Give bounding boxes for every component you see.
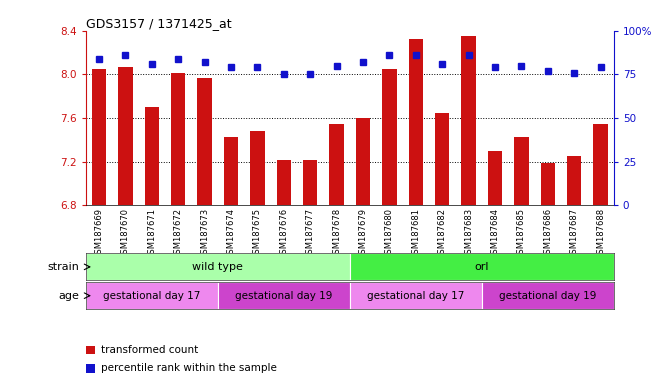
Bar xyxy=(303,160,317,205)
Bar xyxy=(382,69,397,205)
Bar xyxy=(409,40,423,205)
Bar xyxy=(277,160,291,205)
Text: orl: orl xyxy=(475,262,489,272)
Bar xyxy=(92,69,106,205)
Bar xyxy=(461,36,476,205)
Bar xyxy=(218,282,350,309)
Bar xyxy=(593,124,608,205)
Bar xyxy=(86,364,95,372)
Bar xyxy=(86,253,350,280)
Text: age: age xyxy=(58,291,79,301)
Bar xyxy=(145,107,159,205)
Bar xyxy=(250,131,265,205)
Bar xyxy=(567,156,581,205)
Bar xyxy=(329,124,344,205)
Bar xyxy=(86,282,218,309)
Bar xyxy=(118,67,133,205)
Bar xyxy=(435,113,449,205)
Text: gestational day 19: gestational day 19 xyxy=(235,291,333,301)
Bar xyxy=(350,253,614,280)
Text: wild type: wild type xyxy=(192,262,244,272)
Bar xyxy=(350,282,482,309)
Text: transformed count: transformed count xyxy=(100,345,198,355)
Bar xyxy=(541,163,555,205)
Text: percentile rank within the sample: percentile rank within the sample xyxy=(100,363,277,373)
Bar xyxy=(197,78,212,205)
Text: gestational day 19: gestational day 19 xyxy=(499,291,597,301)
Bar xyxy=(488,151,502,205)
Bar xyxy=(356,118,370,205)
Bar xyxy=(224,137,238,205)
Bar xyxy=(171,73,185,205)
Bar xyxy=(514,137,529,205)
Text: strain: strain xyxy=(48,262,79,272)
Text: gestational day 17: gestational day 17 xyxy=(103,291,201,301)
Text: gestational day 17: gestational day 17 xyxy=(367,291,465,301)
Bar xyxy=(482,282,614,309)
Bar xyxy=(86,346,95,354)
Text: GDS3157 / 1371425_at: GDS3157 / 1371425_at xyxy=(86,17,232,30)
